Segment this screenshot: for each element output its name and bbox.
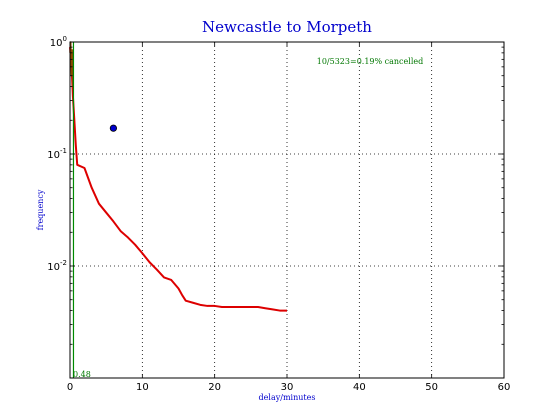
- marker-label: 0.48: [73, 370, 91, 379]
- x-tick-label: 10: [136, 382, 149, 393]
- x-axis-label: delay/minutes: [259, 393, 316, 402]
- chart-title: Newcastle to Morpeth: [202, 18, 372, 36]
- delay-frequency-curve: [69, 47, 287, 312]
- x-tick-label: 30: [281, 382, 294, 393]
- y-axis-label: frequency: [36, 189, 45, 230]
- axis-ticks: 0 10 20 30 40 50 60 100 10-1 10-2: [47, 35, 510, 393]
- x-tick-label: 0: [67, 382, 73, 393]
- y-tick-label: 100: [50, 35, 67, 49]
- plot-data: [69, 41, 287, 378]
- data-point: [109, 124, 118, 132]
- x-tick-label: 20: [208, 382, 221, 393]
- y-tick-label: 10-1: [47, 147, 67, 161]
- gridlines: [70, 42, 504, 378]
- x-tick-label: 50: [425, 382, 438, 393]
- cancelled-annotation: 10/5323=0.19% cancelled: [317, 57, 423, 66]
- y-tick-label: 10-2: [47, 259, 67, 273]
- x-tick-label: 40: [353, 382, 366, 393]
- x-tick-label: 60: [498, 382, 511, 393]
